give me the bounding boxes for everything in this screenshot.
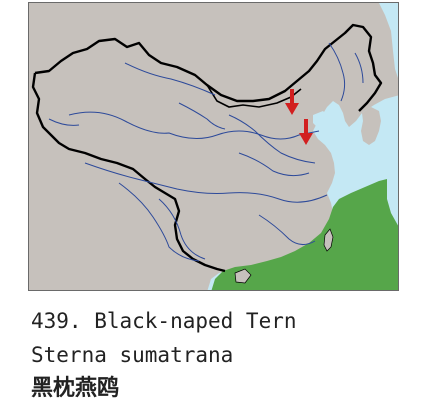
inner-border [206,84,302,108]
species-number-name: 439. Black-naped Tern [31,309,297,333]
scientific-name: Sterna sumatrana [31,343,234,367]
location-arrow [285,89,299,115]
national-border [34,23,383,112]
species-caption: 439. Black-naped Tern Sterna sumatrana 黑… [31,304,426,406]
range-area [211,179,398,290]
range-map [28,2,399,291]
southwest-border [31,72,226,273]
location-arrow [299,119,313,145]
taiwan [323,228,334,252]
chinese-name: 黑枕燕鸥 [31,376,120,401]
korea [361,107,381,145]
bohai-sea [313,111,331,129]
rivers [48,42,364,262]
hainan [234,268,252,284]
